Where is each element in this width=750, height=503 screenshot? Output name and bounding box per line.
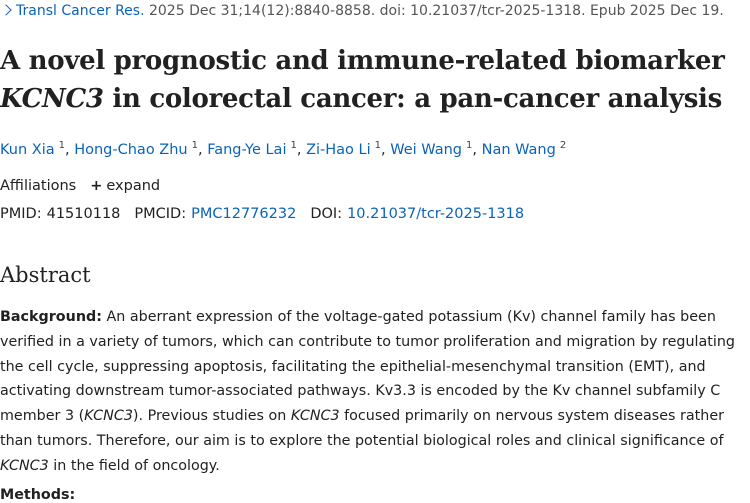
author-link[interactable]: Fang-Ye Lai (207, 141, 287, 158)
methods-label: Methods: (0, 487, 76, 503)
title-part: in colorectal cancer: a pan-cancer analy… (103, 84, 722, 114)
author-link[interactable]: Wei Wang (390, 141, 462, 158)
abstract-heading: Abstract (0, 263, 91, 287)
abstract-methods: Methods: (0, 487, 75, 503)
author-affiliation-number: 2 (559, 140, 567, 151)
title-gene: KCNC3 (0, 84, 104, 114)
citation-details: 2025 Dec 31;14(12):8840-8858. doi: 10.21… (144, 3, 724, 19)
citation: Transl Cancer Res. 2025 Dec 31;14(12):88… (0, 3, 724, 19)
background-label: Background: (0, 309, 102, 325)
article-title: A novel prognostic and immune-related bi… (0, 42, 725, 118)
pmid: 41510118 (46, 206, 121, 222)
author-list: Kun Xia 1, Hong-Chao Zhu 1, Fang-Ye Lai 1, … (0, 140, 566, 158)
gene-name: KCNC3 (290, 408, 340, 425)
author-link[interactable]: Hong-Chao Zhu (74, 141, 188, 158)
author-separator: , (198, 141, 208, 158)
title-part: A novel prognostic and immune-related bi… (0, 46, 725, 76)
chevron-icon (0, 4, 12, 16)
background-text: focused primarily on nervous system dise… (0, 408, 725, 449)
author-link[interactable]: Zi-Hao Li (306, 141, 371, 158)
doi-label: DOI: (310, 206, 343, 222)
author-affiliation-number: 1 (191, 140, 198, 151)
author-separator: , (296, 141, 307, 158)
pmcid-link[interactable]: PMC12776232 (191, 206, 297, 222)
background-text: An aberrant expression of the voltage-ga… (0, 309, 735, 425)
author-link[interactable]: Nan Wang (481, 141, 556, 158)
abstract-background: Background: An aberrant expression of th… (0, 305, 746, 479)
author-affiliation-number: 1 (374, 140, 382, 151)
affiliations-label: Affiliations (0, 178, 77, 194)
background-text: in the field of oncology. (48, 457, 220, 474)
author-link[interactable]: Kun Xia (0, 141, 55, 158)
expand-button[interactable]: expand (106, 178, 161, 194)
author-affiliation-number: 1 (58, 140, 65, 151)
author-affiliation-number: 1 (466, 140, 473, 151)
author-affiliation-number: 1 (290, 140, 297, 151)
identifiers: PMID: 41510118 PMCID: PMC12776232 DOI: 10.210… (0, 206, 524, 222)
author-separator: , (472, 141, 482, 158)
author-separator: , (65, 141, 75, 158)
pmcid-label: PMCID: (134, 206, 187, 222)
gene-name: KCNC3 (84, 408, 133, 425)
journal-link[interactable]: Transl Cancer Res. (16, 3, 145, 19)
doi-link[interactable]: 10.21037/tcr-2025-1318 (347, 206, 525, 222)
author-separator: , (381, 141, 391, 158)
gene-name: KCNC3 (0, 457, 49, 474)
plus-icon[interactable]: + (90, 178, 103, 194)
pmid-label: PMID: (0, 206, 42, 222)
background-text: ). Previous studies on (132, 408, 291, 425)
affiliations: Affiliations + expand (0, 178, 160, 194)
